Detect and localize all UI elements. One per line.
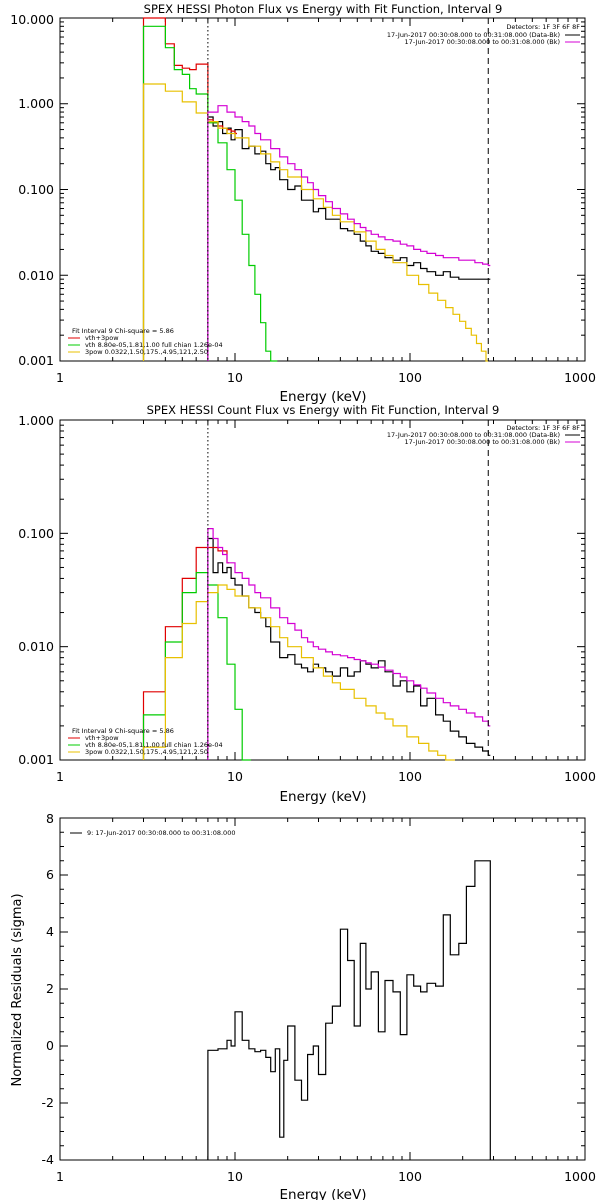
chart3-xtick-1: 10	[227, 1169, 243, 1184]
chart1-info-1: 17-Jun-2017 00:30:08.000 to 00:31:08.000…	[387, 31, 560, 39]
photon-flux-chart: SPEX HESSI Photon Flux vs Energy with Fi…	[10, 2, 596, 405]
chart2-xtick-3: 1000	[564, 769, 596, 784]
chart1-xlabel: Energy (keV)	[280, 389, 367, 405]
count-flux-chart: SPEX HESSI Count Flux vs Energy with Fit…	[18, 403, 596, 805]
chart3-series	[207, 860, 491, 1160]
chart1-plot-frame	[59, 17, 586, 362]
chart3-ytick-1: -2	[42, 1095, 54, 1110]
chart2-series-4	[207, 528, 491, 760]
chart1-legend-2: vth 8.80e-05,1.81,1.00 full chian 1.26e-…	[85, 341, 223, 349]
chart3-xlabel: Energy (keV)	[280, 1187, 367, 1200]
chart2-ytick-0: 0.001	[18, 752, 54, 767]
chart1-ytick-2: 0.100	[18, 182, 54, 197]
chart2-ytick-2: 0.100	[18, 526, 54, 541]
chart1-ytick-0: 0.001	[18, 353, 54, 368]
chart2-xlabel: Energy (keV)	[280, 789, 367, 805]
chart2-series	[142, 528, 491, 761]
chart1-series-3	[142, 83, 488, 362]
chart2-legend-1: vth+3pow	[85, 734, 119, 742]
chart2-legend-2: vth 8.80e-05,1.81,1.00 full chian 1.26e-…	[85, 741, 223, 749]
chart2-info-0: Detectors: 1F 3F 6F 8F	[506, 424, 580, 432]
chart1-legend-1: vth+3pow	[85, 334, 119, 342]
chart3-ylabel: Normalized Residuals (sigma)	[10, 893, 25, 1086]
chart3-ytick-2: 0	[46, 1038, 54, 1053]
chart1-legend-0: Fit Interval 9 Chi-square = 5.86	[72, 327, 174, 335]
chart1-xtick-0: 1	[56, 370, 64, 385]
chart1-vlines	[207, 18, 489, 361]
chart2-xtick-1: 10	[227, 769, 243, 784]
chart3-legend-0: 9: 17-Jun-2017 00:30:08.000 to 00:31:08.…	[87, 829, 235, 837]
chart2-ytick-3: 1.000	[18, 413, 54, 428]
chart2-plot-frame	[59, 419, 586, 761]
chart1-ticks	[59, 17, 585, 362]
chart2-vlines	[207, 420, 489, 760]
chart2-xtick-2: 100	[398, 769, 422, 784]
chart1-ytick-1: 0.010	[18, 268, 54, 283]
chart3-ytick-6: 8	[46, 811, 54, 826]
chart1-series-1	[142, 17, 237, 361]
residuals-chart: -4 -2 0 2 4 6 8 1 10 100 1000 Energy (ke…	[10, 811, 596, 1200]
chart3-ytick-0: -4	[42, 1152, 55, 1167]
chart1-title: SPEX HESSI Photon Flux vs Energy with Fi…	[144, 2, 503, 16]
chart3-ytick-5: 6	[46, 867, 54, 882]
chart3-series-0	[207, 860, 491, 1160]
chart1-info-2: 17-Jun-2017 00:30:08.000 to 00:31:08.000…	[405, 38, 560, 46]
chart1-xtick-3: 1000	[564, 370, 596, 385]
chart2-legend-3: 3pow 0.0322,1.50,175.,4.95,121,2.50	[85, 748, 208, 756]
chart3-ytick-3: 2	[46, 981, 54, 996]
chart3-xtick-2: 100	[398, 1169, 422, 1184]
chart2-series-2	[142, 572, 251, 761]
chart3-xtick-0: 1	[56, 1169, 64, 1184]
chart1-series-2	[142, 25, 278, 362]
chart1-info-0: Detectors: 1F 3F 6F 8F	[506, 23, 580, 31]
chart2-ytick-1: 0.010	[18, 639, 54, 654]
chart3-xtick-3: 1000	[564, 1169, 596, 1184]
chart1-ytick-4: 10.000	[10, 12, 54, 27]
chart2-legend-0: Fit Interval 9 Chi-square = 5.86	[72, 727, 174, 735]
chart3-plot-frame	[59, 817, 586, 1161]
chart2-series-3	[142, 584, 455, 761]
chart2-ticks	[59, 419, 585, 761]
chart2-info-2: 17-Jun-2017 00:30:08.000 to 00:31:08.000…	[405, 438, 560, 446]
chart1-xtick-1: 10	[227, 370, 243, 385]
chart1-ytick-3: 1.000	[18, 96, 54, 111]
chart1-series	[142, 17, 491, 362]
chart2-series-0	[207, 537, 491, 760]
chart3-ticks	[59, 817, 585, 1161]
chart1-xtick-2: 100	[398, 370, 422, 385]
chart1-series-0	[207, 116, 491, 361]
chart2-xtick-0: 1	[56, 769, 64, 784]
chart1-legend-3: 3pow 0.0322,1.50,175.,4.95,121,2.50	[85, 348, 208, 356]
chart2-info-1: 17-Jun-2017 00:30:08.000 to 00:31:08.000…	[387, 431, 560, 439]
chart1-series-4	[207, 105, 491, 361]
chart3-ytick-4: 4	[46, 924, 54, 939]
chart2-title: SPEX HESSI Count Flux vs Energy with Fit…	[147, 403, 500, 417]
